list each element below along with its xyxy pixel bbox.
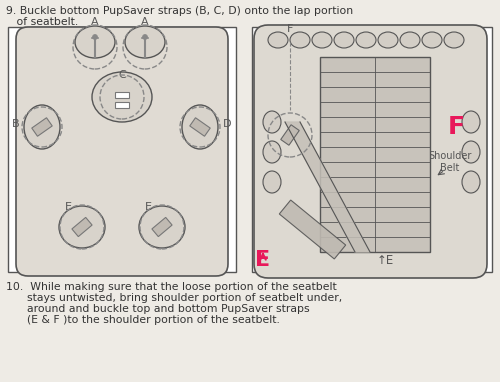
Text: A: A: [141, 17, 149, 27]
Ellipse shape: [462, 171, 480, 193]
Ellipse shape: [263, 171, 281, 193]
Text: E: E: [256, 250, 270, 270]
Polygon shape: [72, 217, 92, 236]
Ellipse shape: [75, 26, 115, 58]
Bar: [115, 102, 129, 108]
Text: F: F: [448, 115, 464, 139]
Text: (E & F )to the shoulder portion of the seatbelt.: (E & F )to the shoulder portion of the s…: [6, 315, 280, 325]
Ellipse shape: [59, 206, 105, 248]
Ellipse shape: [139, 206, 185, 248]
Ellipse shape: [92, 72, 152, 122]
Ellipse shape: [462, 111, 480, 133]
Ellipse shape: [182, 105, 218, 149]
Polygon shape: [285, 122, 370, 252]
Ellipse shape: [268, 32, 288, 48]
Text: E: E: [64, 202, 71, 212]
Bar: [115, 92, 129, 98]
Ellipse shape: [24, 105, 60, 149]
Text: D: D: [223, 119, 231, 129]
Text: of seatbelt.: of seatbelt.: [6, 17, 78, 27]
Bar: [252, 27, 492, 272]
Text: F: F: [287, 24, 293, 34]
Polygon shape: [152, 217, 172, 236]
Ellipse shape: [378, 32, 398, 48]
Text: stays untwisted, bring shoulder portion of seatbelt under,: stays untwisted, bring shoulder portion …: [6, 293, 342, 303]
Circle shape: [142, 34, 148, 39]
Text: ↑E: ↑E: [376, 254, 394, 267]
Ellipse shape: [400, 32, 420, 48]
Text: E: E: [144, 202, 152, 212]
Polygon shape: [280, 125, 299, 145]
Text: B: B: [12, 119, 20, 129]
Text: 10.  While making sure that the loose portion of the seatbelt: 10. While making sure that the loose por…: [6, 282, 337, 292]
Ellipse shape: [444, 32, 464, 48]
Ellipse shape: [356, 32, 376, 48]
Ellipse shape: [334, 32, 354, 48]
FancyBboxPatch shape: [254, 25, 487, 278]
Bar: [8, 27, 236, 272]
Polygon shape: [32, 118, 52, 136]
Text: 9. Buckle bottom PupSaver straps (B, C, D) onto the lap portion: 9. Buckle bottom PupSaver straps (B, C, …: [6, 6, 353, 16]
FancyBboxPatch shape: [16, 27, 228, 276]
Ellipse shape: [263, 141, 281, 163]
Ellipse shape: [125, 26, 165, 58]
Text: Shoulder
Belt: Shoulder Belt: [428, 151, 472, 173]
Bar: [320, 57, 430, 252]
Text: C: C: [118, 70, 126, 80]
Text: around and buckle top and bottom PupSaver straps: around and buckle top and bottom PupSave…: [6, 304, 310, 314]
Ellipse shape: [290, 32, 310, 48]
Circle shape: [92, 34, 98, 39]
Text: A: A: [91, 17, 99, 27]
Ellipse shape: [462, 141, 480, 163]
Polygon shape: [190, 118, 210, 136]
Ellipse shape: [263, 111, 281, 133]
Polygon shape: [280, 200, 345, 259]
Ellipse shape: [422, 32, 442, 48]
Ellipse shape: [312, 32, 332, 48]
